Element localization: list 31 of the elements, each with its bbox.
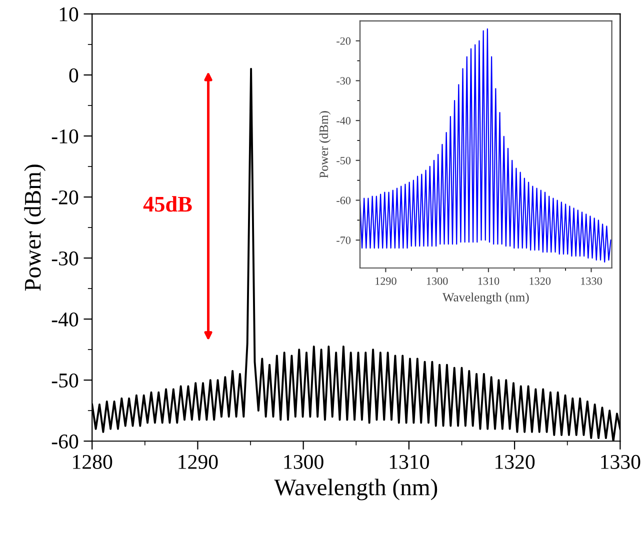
y-tick-label: -70 [336, 236, 351, 244]
y-tick-label: -20 [336, 37, 351, 45]
x-axis-title: Wavelength (nm) [274, 478, 438, 500]
x-tick-label: 1290 [376, 277, 396, 285]
y-tick-label: -40 [336, 117, 351, 125]
y-tick-label: 10 [60, 7, 78, 22]
y-tick-label: -60 [52, 434, 78, 449]
annotation: 45dB [143, 196, 192, 212]
y-tick-label: -30 [52, 251, 78, 266]
x-tick-label: 1280 [73, 454, 112, 469]
y-tick-label: -30 [336, 77, 351, 85]
x-axis-title: Wavelength (nm) [442, 292, 529, 304]
y-axis-title: Power (dBm) [319, 111, 331, 178]
x-tick-label: 1300 [284, 454, 324, 469]
y-tick-label: -10 [52, 129, 78, 144]
y-tick-label: -40 [52, 312, 78, 327]
x-tick-label: 1320 [530, 277, 551, 285]
x-tick-label: 1310 [478, 277, 500, 285]
x-tick-label: 1320 [496, 454, 535, 469]
y-axis-title: Power (dBm) [24, 164, 46, 291]
line-series [360, 28, 612, 263]
y-tick-label: -50 [52, 373, 78, 388]
x-tick-label: 1290 [178, 454, 218, 469]
x-tick-label: 1300 [426, 277, 448, 285]
y-tick-label: 0 [69, 68, 78, 82]
y-tick-label: -60 [336, 196, 351, 204]
y-tick-label: -20 [52, 190, 78, 204]
x-tick-label: 1330 [581, 277, 602, 285]
y-tick-label: -50 [336, 156, 351, 164]
x-tick-label: 1310 [390, 454, 429, 469]
x-tick-label: 1330 [601, 454, 640, 469]
